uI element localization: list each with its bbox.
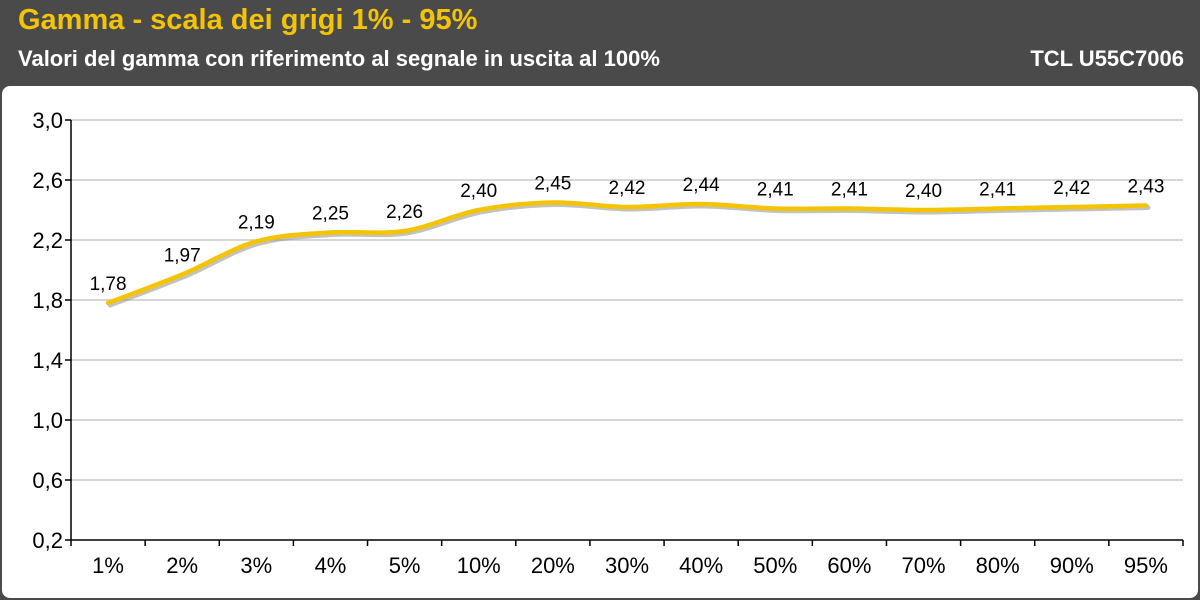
data-label: 1,78 [90, 274, 127, 295]
data-label: 2,40 [460, 181, 497, 202]
x-tick-label: 40% [679, 553, 723, 578]
data-label: 2,26 [386, 202, 423, 223]
data-label: 2,25 [312, 204, 349, 225]
x-tick-label: 90% [1050, 553, 1094, 578]
data-label: 2,42 [1053, 178, 1090, 199]
chart-subtitle: Valori del gamma con riferimento al segn… [18, 46, 660, 71]
x-tick-label: 4% [315, 553, 347, 578]
x-tick-label: 50% [753, 553, 797, 578]
grid-layer [71, 119, 1183, 481]
y-tick-label: 0,6 [32, 468, 63, 493]
x-tick-label: 95% [1124, 553, 1168, 578]
x-tick-label: 60% [827, 553, 871, 578]
chart-header: Gamma - scala dei grigi 1% - 95% Valori … [0, 0, 1200, 84]
data-label: 1,97 [164, 246, 201, 267]
y-tick-label: 1,8 [32, 288, 63, 313]
y-tick-label: 0,2 [32, 528, 63, 553]
x-tick-label: 20% [531, 553, 575, 578]
tv-model-label: TCL U55C7006 [1030, 46, 1184, 71]
y-tick-label: 1,4 [32, 348, 63, 373]
chart-title: Gamma - scala dei grigi 1% - 95% [18, 4, 478, 36]
gamma-line-chart: 0,2 0,6 1,0 1,4 1,8 2,2 2,6 3,0 1% 2% 3% 4% 5% 10% 20%… [32, 108, 1184, 578]
x-tick-label: 80% [976, 553, 1020, 578]
data-label: 2,41 [757, 180, 794, 201]
data-label: 2,42 [609, 178, 646, 199]
chart-panel: 0,2 0,6 1,0 1,4 1,8 2,2 2,6 3,0 1% 2% 3% 4% 5% 10% 20%… [2, 86, 1198, 598]
x-tick-label: 3% [240, 553, 272, 578]
y-tick-label: 3,0 [32, 108, 63, 133]
x-tick-label: 30% [605, 553, 649, 578]
y-tick-label: 1,0 [32, 408, 63, 433]
x-tick-label: 70% [902, 553, 946, 578]
x-tick-label: 10% [457, 553, 501, 578]
data-label: 2,40 [905, 181, 942, 202]
x-tick-label: 2% [166, 553, 198, 578]
y-tick-label: 2,6 [32, 168, 63, 193]
line-layer [105, 200, 1151, 308]
x-tick-label: 1% [92, 553, 124, 578]
data-label: 2,41 [831, 180, 868, 201]
data-label: 2,19 [238, 213, 275, 234]
data-label: 2,44 [683, 175, 720, 196]
axis-layer: 0,2 0,6 1,0 1,4 1,8 2,2 2,6 3,0 1% 2% 3% 4% 5% 10% 20%… [32, 108, 1184, 578]
y-tick-label: 2,2 [32, 228, 63, 253]
x-tick-label: 5% [389, 553, 421, 578]
data-label: 2,45 [534, 174, 571, 195]
data-label: 2,43 [1127, 177, 1164, 198]
data-label: 2,41 [979, 180, 1016, 201]
data-label-layer: 1,78 1,97 2,19 2,25 2,26 2,40 2,45 2,42 2,44 2,41… [90, 174, 1165, 296]
